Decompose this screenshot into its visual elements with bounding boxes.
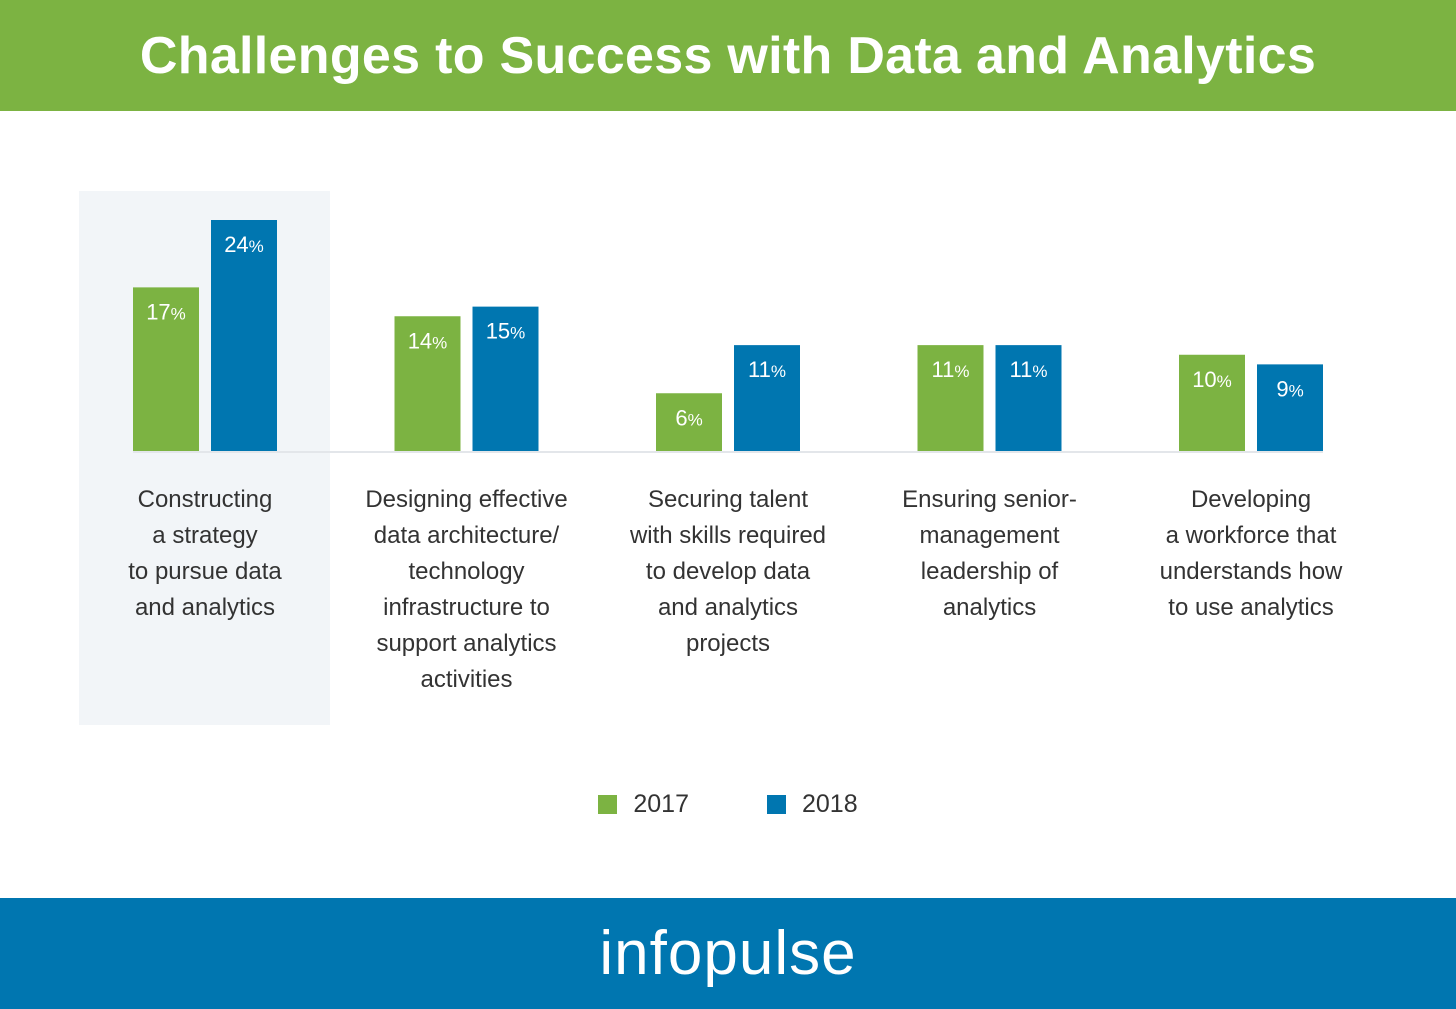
data-label-2018-cat-2: 11% — [748, 357, 786, 382]
bar-2018-cat-0 — [211, 220, 277, 451]
bar-2017-cat-0 — [133, 287, 199, 451]
category-label-0: Constructing a strategy to pursue data a… — [128, 486, 282, 621]
bar-2018-cat-2 — [734, 345, 800, 451]
bar-chart: 17% 24% 14% 15% 6% 11% 11% 11% 10% 9% — [133, 220, 1323, 453]
page-title: Challenges to Success with Data and Anal… — [139, 26, 1317, 85]
legend-item-2017: 2017 — [598, 790, 689, 819]
bar-2017-cat-2 — [656, 393, 722, 451]
data-label-2017-cat-2: 6% — [675, 405, 702, 430]
data-label-2018-cat-4: 9% — [1276, 376, 1303, 401]
legend: 2017 2018 — [0, 790, 1456, 819]
highlighted-category-panel — [79, 191, 330, 725]
legend-swatch-2017 — [598, 795, 618, 814]
legend-item-2018: 2018 — [767, 790, 858, 819]
brand-logo-text: infopulse — [599, 919, 857, 988]
category-label-1: Designing effective data architecture/ t… — [365, 486, 568, 693]
data-label-2017-cat-3: 11% — [932, 357, 970, 382]
brand-banner: infopulse — [0, 898, 1456, 1009]
bar-2017-cat-1 — [394, 316, 461, 451]
bar-2018-cat-3 — [995, 345, 1062, 451]
legend-label-2017: 2017 — [633, 790, 689, 818]
legend-swatch-2018 — [767, 795, 786, 814]
bar-2018-cat-4 — [1257, 364, 1323, 451]
bar-2018-cat-1 — [472, 306, 539, 451]
bar-2017-cat-3 — [917, 345, 984, 451]
title-banner: Challenges to Success with Data and Anal… — [0, 0, 1456, 111]
data-label-2018-cat-3: 11% — [1010, 357, 1048, 382]
data-label-2018-cat-1: 15% — [486, 319, 526, 344]
category-label-3: Ensuring senior- management leadership o… — [902, 486, 1077, 621]
legend-label-2018: 2018 — [802, 790, 858, 818]
data-label-2017-cat-0: 17% — [146, 299, 186, 324]
category-label-4: Developing a workforce that understands … — [1159, 486, 1343, 621]
data-label-2018-cat-0: 24% — [224, 232, 264, 257]
bar-2017-cat-4 — [1179, 354, 1245, 451]
data-label-2017-cat-4: 10% — [1192, 367, 1232, 392]
category-label-2: Securing talent with skills required to … — [629, 486, 827, 657]
data-label-2017-cat-1: 14% — [408, 328, 448, 353]
